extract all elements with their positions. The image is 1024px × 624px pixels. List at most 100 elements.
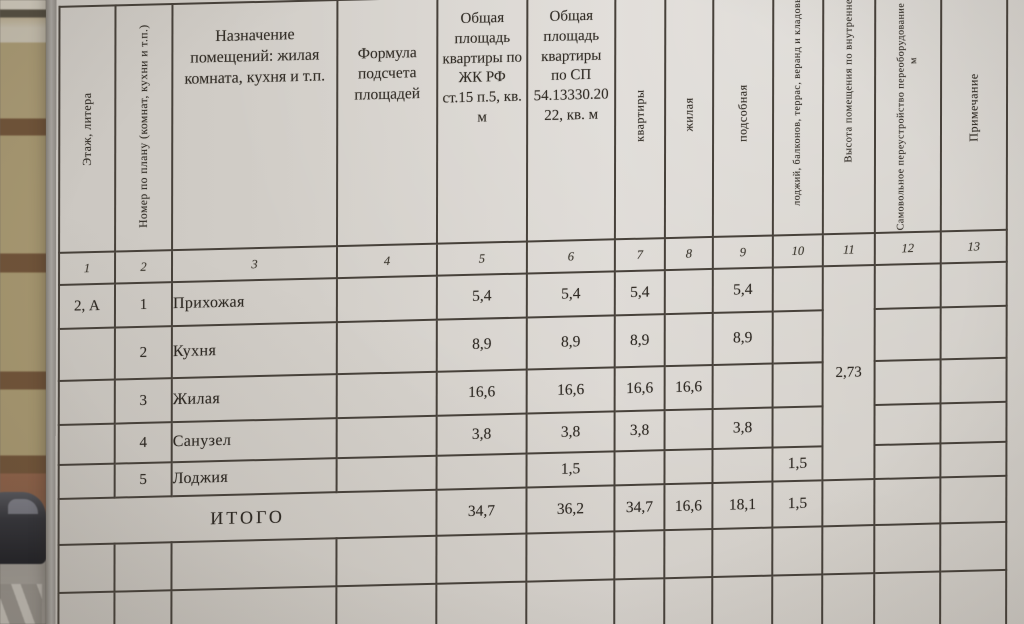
empty-cell (526, 579, 615, 624)
area-jk-cell: 16,6 (436, 369, 527, 416)
room-name-cell: Санузел (171, 418, 337, 463)
area-jk-cell: 3,8 (436, 413, 527, 456)
room-name-cell: Прихожая (171, 278, 337, 327)
col-header-total-area-sp-label: Общая площадь квартиры по СП 54.13330.20… (533, 7, 609, 125)
col-number: 7 (614, 238, 665, 272)
note-cell (940, 305, 1007, 360)
area-explication-table: Этаж, литера Номер по плану (комнат, кух… (57, 0, 1008, 624)
area-auxiliary-cell: 8,9 (712, 311, 773, 365)
parked-car (0, 492, 46, 564)
col-number: 1 (59, 251, 116, 285)
col-header-floor-litera: Этаж, литера (59, 5, 116, 253)
room-height-merged-cell: 2,73 (822, 264, 875, 481)
room-name-cell: Лоджия (171, 458, 337, 497)
col-header-note-label: Примечание (966, 73, 981, 142)
area-loggia-cell: 1,5 (772, 446, 823, 482)
col-header-apartment-label: квартиры (632, 89, 647, 142)
col-number: 9 (712, 235, 773, 269)
col-header-unauthorized-remodel-label: Самовольное переустройство переоборудова… (895, 0, 920, 231)
area-loggia-cell (772, 266, 823, 312)
empty-cell (336, 583, 437, 624)
area-jk-cell: 5,4 (436, 273, 527, 320)
total-area-apartment-cell: 34,7 (614, 484, 665, 532)
area-living-cell (664, 312, 713, 367)
area-apartment-cell: 3,8 (614, 410, 665, 452)
formula-cell (336, 319, 437, 375)
col-header-apartment: квартиры (614, 0, 666, 240)
area-auxiliary-cell: 3,8 (712, 407, 773, 450)
total-area-sp-cell: 36,2 (526, 485, 615, 534)
floor-litera-cell (58, 463, 115, 499)
total-note-cell (940, 475, 1007, 524)
document-paper: Этаж, литера Номер по плану (комнат, кух… (55, 0, 1024, 624)
area-jk-cell: 8,9 (436, 317, 527, 372)
col-number: 13 (940, 229, 1007, 264)
building-facade-background (0, 0, 46, 624)
empty-cell (940, 521, 1007, 572)
col-header-room-height: Высота помещения по внутреннему обмеру (822, 0, 876, 235)
area-loggia-cell (772, 362, 823, 408)
empty-cell (712, 575, 773, 624)
floor-litera-cell (58, 327, 115, 381)
empty-cell (436, 533, 527, 584)
note-cell (940, 441, 1007, 478)
area-sp-cell: 3,8 (526, 411, 615, 454)
col-number: 8 (664, 236, 713, 271)
formula-cell (336, 371, 437, 419)
area-sp-cell: 5,4 (526, 271, 615, 318)
empty-cell (114, 542, 172, 592)
area-sp-cell: 8,9 (526, 315, 615, 370)
empty-cell (58, 591, 115, 624)
col-header-living-label: жилая (681, 97, 696, 132)
formula-cell (336, 415, 437, 459)
area-jk-cell (436, 453, 527, 490)
area-apartment-cell: 8,9 (614, 314, 665, 368)
room-number-cell: 3 (114, 378, 172, 424)
col-header-room-height-label: Высота помещения по внутреннему обмеру (843, 0, 855, 164)
empty-cell (874, 571, 941, 624)
area-auxiliary-cell (712, 447, 773, 484)
room-name-cell: Жилая (171, 374, 337, 423)
area-auxiliary-cell (712, 363, 773, 409)
room-number-cell: 5 (114, 462, 172, 498)
area-auxiliary-cell: 5,4 (712, 267, 773, 313)
empty-cell (436, 581, 527, 624)
remodel-cell (874, 359, 941, 406)
area-apartment-cell: 16,6 (614, 366, 665, 412)
empty-cell (822, 573, 875, 624)
col-header-total-area-jk-rf-label: Общая площадь квартиры по ЖК РФ ст.15 п.… (442, 9, 523, 126)
col-header-floor-litera-label: Этаж, литера (79, 92, 94, 167)
col-header-total-area-sp: Общая площадь квартиры по СП 54.13330.20… (526, 0, 616, 242)
empty-cell (940, 569, 1007, 624)
area-living-cell: 16,6 (664, 364, 713, 411)
area-apartment-cell: 5,4 (614, 270, 665, 316)
col-header-area-formula: Формула подсчета площадей (336, 0, 438, 247)
area-sp-cell: 1,5 (526, 451, 615, 488)
total-area-living-cell: 16,6 (664, 483, 713, 531)
col-number: 10 (772, 234, 823, 268)
floor-litera-cell (58, 379, 115, 425)
col-header-room-purpose-label: Назначение помещений: жилая комната, кух… (184, 26, 326, 89)
col-number: 4 (336, 243, 437, 279)
formula-cell (336, 275, 437, 323)
total-height-cell (822, 479, 875, 527)
note-cell (940, 357, 1007, 404)
col-header-living: жилая (664, 0, 714, 239)
area-living-cell (664, 449, 713, 485)
area-apartment-cell (614, 450, 665, 486)
total-remodel-cell (874, 477, 941, 526)
remodel-cell (874, 263, 941, 309)
remodel-cell (874, 403, 941, 446)
col-header-room-purpose: Назначение помещений: жилая комната, кух… (172, 0, 338, 251)
formula-cell (336, 455, 437, 493)
empty-cell (772, 574, 823, 624)
col-header-unauthorized-remodel: Самовольное переустройство переоборудова… (874, 0, 942, 233)
col-header-plan-number: Номер по плану (комнат, кухни и т.п.) (115, 4, 173, 252)
header-row: Этаж, литера Номер по плану (комнат, кух… (59, 0, 1008, 253)
total-area-loggia-cell: 1,5 (772, 480, 823, 528)
remodel-cell (874, 307, 941, 362)
note-cell (940, 401, 1007, 444)
area-loggia-cell (772, 406, 823, 448)
room-number-cell: 4 (114, 422, 172, 464)
